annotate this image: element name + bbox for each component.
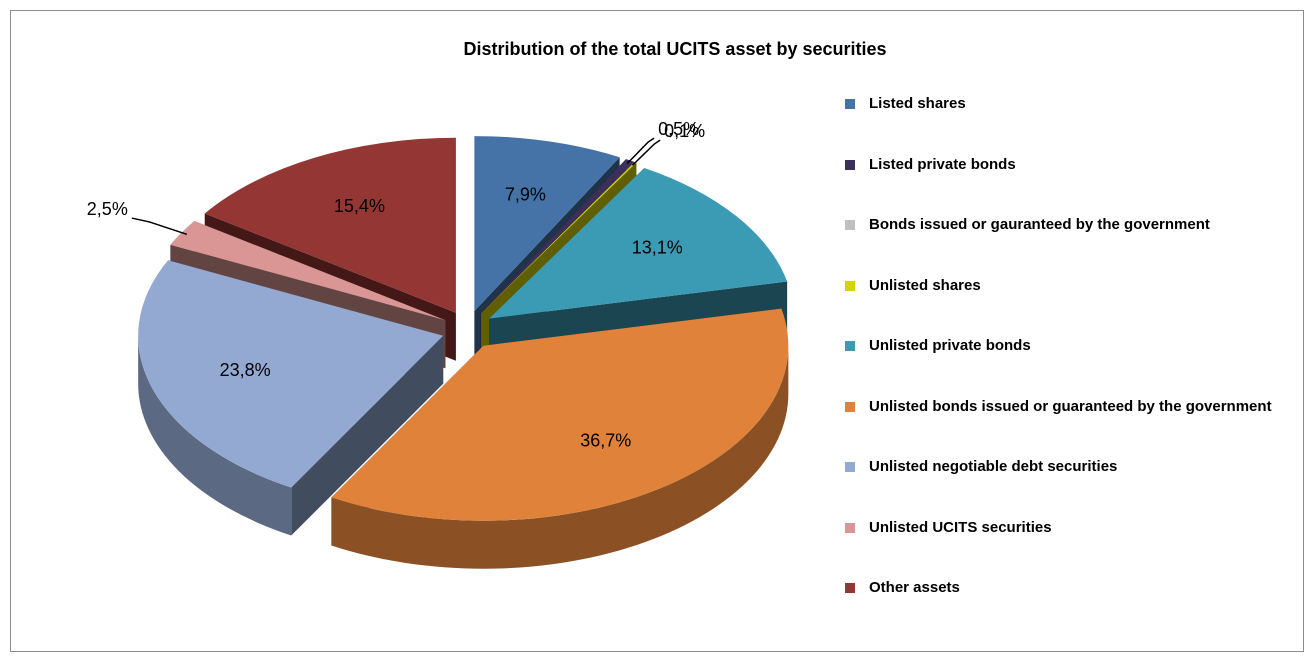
legend-item: Listed private bonds [845, 153, 1305, 214]
chart-frame [10, 10, 1304, 652]
legend-swatch [845, 159, 855, 170]
legend-label: Unlisted UCITS securities [869, 518, 1052, 536]
data-label: 0,5% [658, 119, 699, 139]
legend-item: Unlisted UCITS securities [845, 516, 1305, 577]
legend-item: Unlisted negotiable debt securities [845, 455, 1305, 516]
data-label: 13,1% [632, 238, 683, 258]
legend-swatch [845, 462, 855, 472]
legend-swatch [845, 220, 855, 230]
leader-line [131, 217, 188, 236]
data-label: 0,1% [664, 121, 705, 141]
leader-line [631, 139, 661, 166]
pie-slice [474, 136, 620, 312]
legend-swatch [845, 401, 855, 412]
legend-swatch [845, 522, 855, 533]
legend-item: Unlisted bonds issued or guaranteed by t… [845, 395, 1305, 456]
legend-label: Listed shares [869, 95, 966, 112]
legend-label: Other assets [869, 579, 960, 596]
chart-title: Distribution of the total UCITS asset by… [463, 39, 886, 59]
pie-slice [331, 308, 789, 521]
data-label: 15,4% [334, 196, 385, 216]
data-label: 36,7% [580, 431, 631, 451]
leader-line [626, 137, 655, 165]
pie-slice [204, 137, 456, 313]
legend-label: Unlisted shares [869, 276, 981, 294]
slice-side [138, 335, 292, 536]
pie-slice [489, 167, 788, 319]
data-label: 2,5% [87, 199, 128, 219]
legend: Listed shares Listed private bonds Bonds i… [845, 92, 1305, 637]
data-label: 7,9% [505, 184, 546, 204]
legend-label: Unlisted negotiable debt securities [869, 458, 1118, 475]
legend-item: Unlisted private bonds [845, 334, 1305, 395]
legend-label: Unlisted private bonds [869, 337, 1031, 354]
legend-label: Unlisted bonds issued or guaranteed by t… [869, 397, 1272, 415]
pie-slice [138, 260, 444, 488]
legend-item: Bonds issued or gauranteed by the govern… [845, 213, 1305, 274]
legend-item: Unlisted shares [845, 274, 1305, 335]
legend-swatch [845, 99, 855, 109]
legend-label: Listed private bonds [869, 155, 1016, 173]
legend-label: Bonds issued or gauranteed by the govern… [869, 216, 1210, 233]
data-label: 23,8% [220, 360, 271, 380]
legend-swatch [845, 341, 855, 351]
legend-swatch [845, 280, 855, 291]
slice-side [331, 345, 789, 569]
pie-slice [170, 220, 446, 321]
slice-side [291, 335, 444, 536]
pie-slice [480, 159, 635, 314]
legend-swatch [845, 583, 855, 593]
legend-item: Listed shares [845, 92, 1305, 153]
legend-item: Other assets [845, 576, 1305, 637]
pie-slice [481, 161, 637, 314]
pie-slice [481, 161, 635, 314]
